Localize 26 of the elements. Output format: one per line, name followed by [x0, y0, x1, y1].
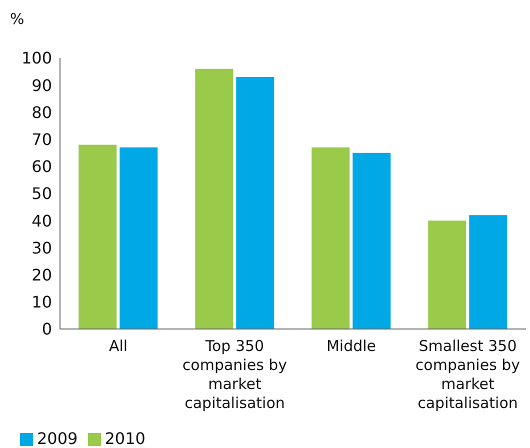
legend-label: 2009: [37, 429, 78, 448]
bar: [469, 215, 508, 329]
x-tick-label: Smallest 350 companies by market capitalisation: [415, 337, 520, 412]
x-tick-label: All: [108, 337, 128, 355]
bar: [78, 144, 117, 329]
y-tick-label: 70: [32, 130, 52, 149]
y-tick-label: 80: [32, 102, 52, 122]
bar: [120, 147, 158, 329]
bar: [352, 152, 391, 329]
y-tick-label: 30: [32, 238, 52, 258]
x-tick-label: Middle: [326, 337, 376, 355]
bar: [428, 220, 466, 329]
x-tick-label: Top 350 companies by market capitalisation: [182, 337, 288, 412]
legend-label: 2010: [104, 429, 146, 448]
y-tick-label: 40: [32, 211, 52, 230]
y-axis-title: %: [10, 10, 24, 28]
bar: [195, 68, 234, 329]
y-tick-label: 100: [21, 48, 52, 68]
y-tick-label: 50: [32, 184, 52, 204]
bar: [236, 76, 274, 329]
y-tick-label: 0: [42, 320, 52, 339]
y-tick-label: 90: [32, 76, 52, 95]
y-tick-label: 60: [32, 157, 52, 176]
y-tick-label: 20: [32, 265, 52, 284]
bar: [312, 147, 350, 329]
y-tick-label: 10: [32, 292, 52, 312]
